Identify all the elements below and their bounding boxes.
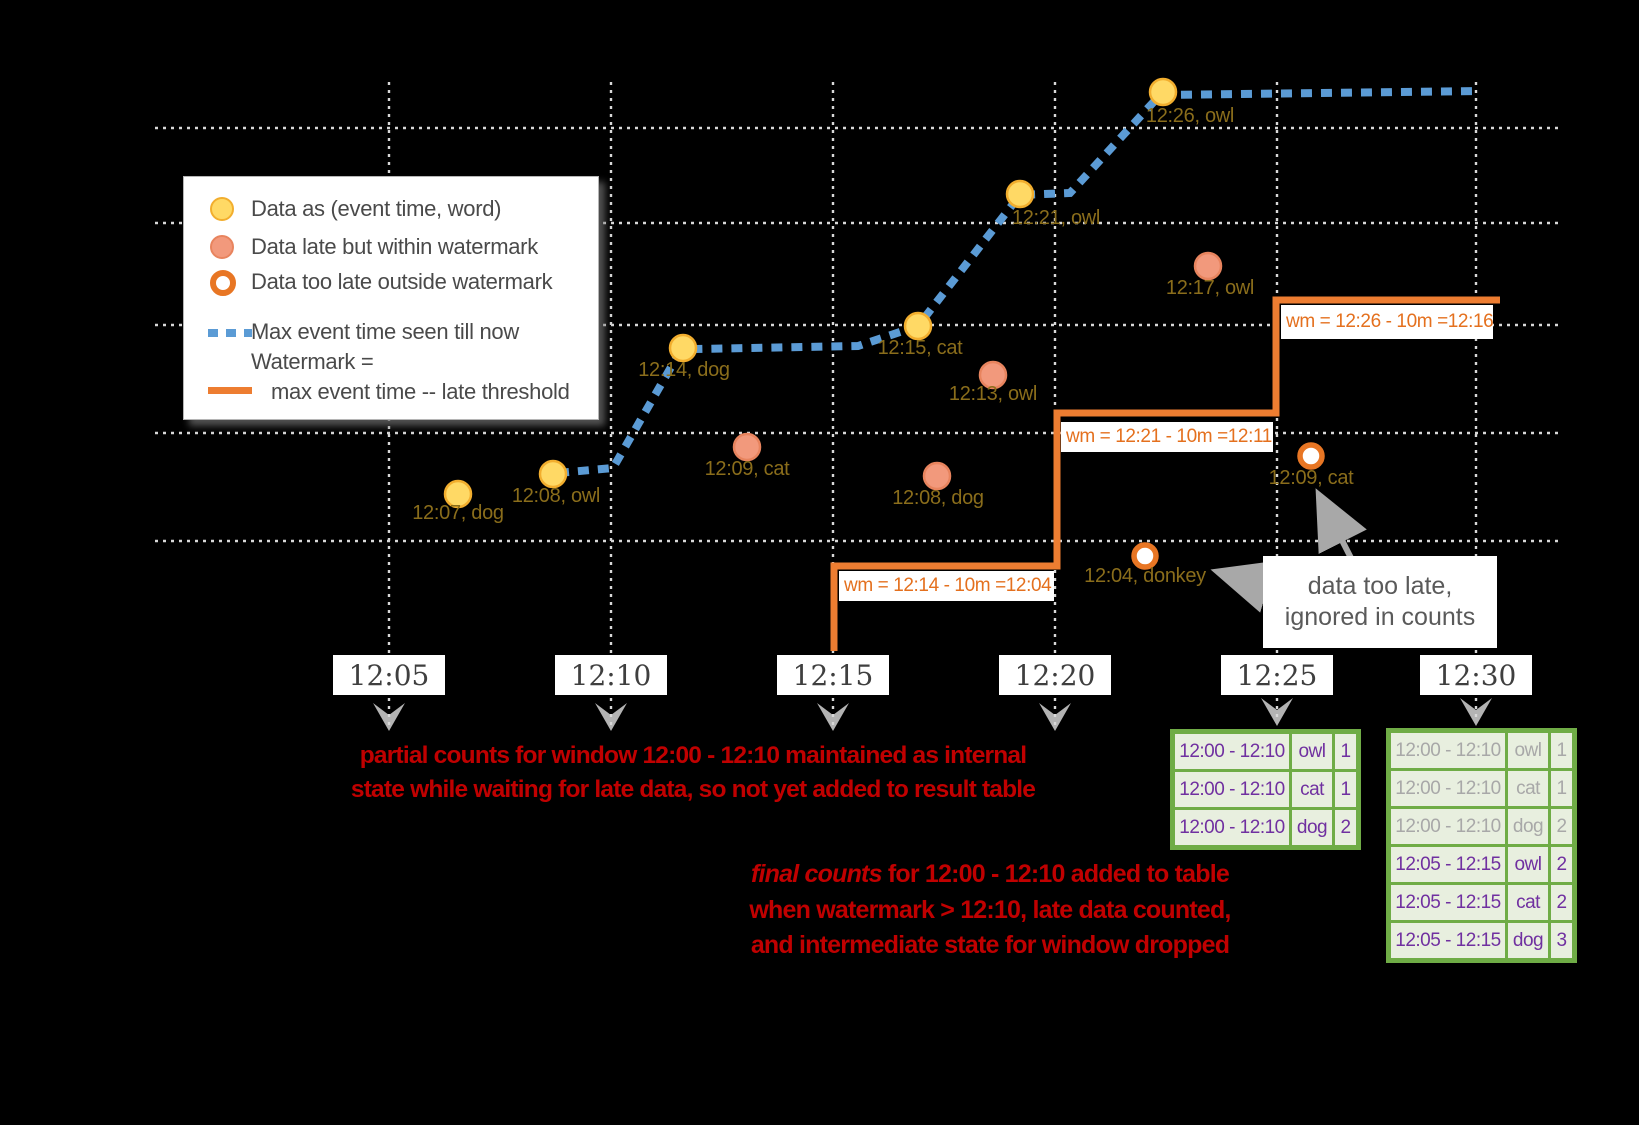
too-late-callout: data too late, ignored in counts [1263, 556, 1497, 648]
tick-12-25: 12:25 [1221, 655, 1333, 695]
tick-12-15: 12:15 [777, 655, 889, 695]
table-row-dropped: 12:00 - 12:10 cat 1 [1387, 768, 1576, 809]
point-label: 12:09, cat [704, 458, 790, 480]
tick-12-30: 12:30 [1420, 655, 1532, 695]
point-label: 12:14, dog [638, 359, 730, 381]
late-dot-icon [210, 235, 234, 259]
legend-item-label: Data late but within watermark [251, 234, 538, 259]
final-counts-line2: when watermark > 12:10, late data counte… [749, 895, 1231, 924]
table-row: 12:00 - 12:10 cat 1 [1171, 769, 1360, 810]
arrow-to-late-cat-point [1315, 488, 1367, 562]
tick-12-05: 12:05 [333, 655, 445, 695]
tick-down-arrows [373, 698, 1492, 731]
legend-item-too-late: Data too late outside watermark [184, 269, 598, 299]
point-label: 12:21, owl [1011, 207, 1101, 229]
tick-12-10: 12:10 [555, 655, 667, 695]
count-cell: 2 [1548, 806, 1576, 847]
window-cell: 12:00 - 12:10 [1171, 807, 1292, 849]
window-cell: 12:05 - 12:15 [1387, 882, 1508, 923]
window-cell: 12:00 - 12:10 [1387, 806, 1508, 847]
word-cell: owl [1289, 730, 1335, 772]
partial-counts-line2: state while waiting for late data, so no… [350, 776, 1036, 803]
table-row: 12:00 - 12:10 dog 2 [1171, 807, 1360, 849]
table-row: 12:05 - 12:15 dog 3 [1387, 920, 1576, 962]
final-counts-annotation: final counts for 12:00 - 12:10 added to … [700, 857, 1280, 964]
callout-line1: data too late, [1307, 572, 1453, 600]
legend-item-on-time: Data as (event time, word) [184, 196, 598, 226]
partial-counts-line1: partial counts for window 12:00 - 12:10 … [359, 742, 1027, 769]
count-cell: 1 [1548, 768, 1576, 809]
final-counts-line1-rest: for 12:00 - 12:10 added to table [881, 860, 1230, 888]
final-counts-emphasis: final counts [750, 860, 882, 888]
count-cell: 1 [1548, 729, 1576, 771]
watermark-line [830, 296, 1500, 651]
callout-line2: ignored in counts [1284, 603, 1476, 631]
partial-counts-annotation: partial counts for window 12:00 - 12:10 … [313, 739, 1073, 807]
table-row-dropped: 12:00 - 12:10 owl 1 [1387, 729, 1576, 771]
word-cell: dog [1505, 920, 1551, 962]
count-cell: 2 [1548, 882, 1576, 923]
on-time-dot-icon [210, 197, 234, 221]
point-label: 12:17, owl [1165, 277, 1255, 299]
word-cell: owl [1505, 844, 1551, 885]
legend-item-label: Data as (event time, word) [251, 196, 502, 221]
word-cell: owl [1505, 729, 1551, 771]
count-cell: 2 [1548, 844, 1576, 885]
table-row: 12:05 - 12:15 cat 2 [1387, 882, 1576, 923]
legend-item-label-line2: max event time -- late threshold [271, 379, 570, 404]
point-label: 12:13, owl [948, 383, 1038, 405]
watermark-label-2: wm = 12:21 - 10m =12:11 [1061, 422, 1273, 452]
late-within-watermark-points [732, 251, 1223, 491]
final-counts-table: 12:00 - 12:10 owl 1 12:00 - 12:10 cat 1 … [1386, 728, 1577, 963]
word-cell: dog [1505, 806, 1551, 847]
watermark-label-1: wm = 12:14 - 10m =12:04 [839, 571, 1054, 601]
too-late-points [1131, 442, 1325, 570]
final-counts-line3: and intermediate state for window droppe… [750, 931, 1230, 959]
window-cell: 12:00 - 12:10 [1171, 769, 1292, 810]
blue-dashed-line-icon [208, 329, 252, 337]
word-cell: cat [1505, 768, 1551, 809]
word-cell: cat [1505, 882, 1551, 923]
orange-line-icon [208, 387, 252, 394]
legend-item-watermark: Watermark = max event time -- late thres… [184, 349, 598, 404]
too-late-dot-icon [210, 270, 236, 296]
table-row-dropped: 12:00 - 12:10 dog 2 [1387, 806, 1576, 847]
table-row: 12:00 - 12:10 owl 1 [1171, 730, 1360, 772]
word-cell: dog [1289, 807, 1335, 849]
point-label: 12:08, owl [511, 485, 601, 507]
point-label: 12:09, cat [1268, 467, 1354, 489]
max-event-time-line [557, 87, 1479, 477]
count-cell: 2 [1332, 807, 1360, 849]
final-counts-line1: final counts for 12:00 - 12:10 added to … [700, 857, 1280, 893]
window-cell: 12:05 - 12:15 [1387, 844, 1508, 885]
tick-12-20: 12:20 [999, 655, 1111, 695]
count-cell: 3 [1548, 920, 1576, 962]
on-time-points [443, 77, 1178, 509]
window-cell: 12:00 - 12:10 [1171, 730, 1292, 772]
window-cell: 12:05 - 12:15 [1387, 920, 1508, 962]
table-row: 12:05 - 12:15 owl 2 [1387, 844, 1576, 885]
point-label: 12:15, cat [877, 337, 963, 359]
window-cell: 12:00 - 12:10 [1387, 729, 1508, 771]
word-cell: cat [1289, 769, 1335, 810]
legend: Data as (event time, word) Data late but… [183, 176, 599, 420]
point-label: 12:26, owl [1145, 105, 1235, 127]
point-label: 12:07, dog [412, 502, 504, 524]
partial-counts-table: 12:00 - 12:10 owl 1 12:00 - 12:10 cat 1 … [1170, 729, 1361, 850]
point-label: 12:04, donkey [1084, 565, 1206, 587]
legend-item-label: Max event time seen till now [251, 319, 519, 344]
legend-item-max-event-time: Max event time seen till now [184, 319, 598, 349]
count-cell: 1 [1332, 769, 1360, 810]
count-cell: 1 [1332, 730, 1360, 772]
point-label: 12:08, dog [892, 487, 984, 509]
legend-item-label: Watermark = [251, 349, 374, 374]
legend-item-late: Data late but within watermark [184, 234, 598, 264]
watermark-label-3: wm = 12:26 - 10m =12:16 [1281, 305, 1494, 339]
window-cell: 12:00 - 12:10 [1387, 768, 1508, 809]
legend-item-label: Data too late outside watermark [251, 269, 553, 294]
